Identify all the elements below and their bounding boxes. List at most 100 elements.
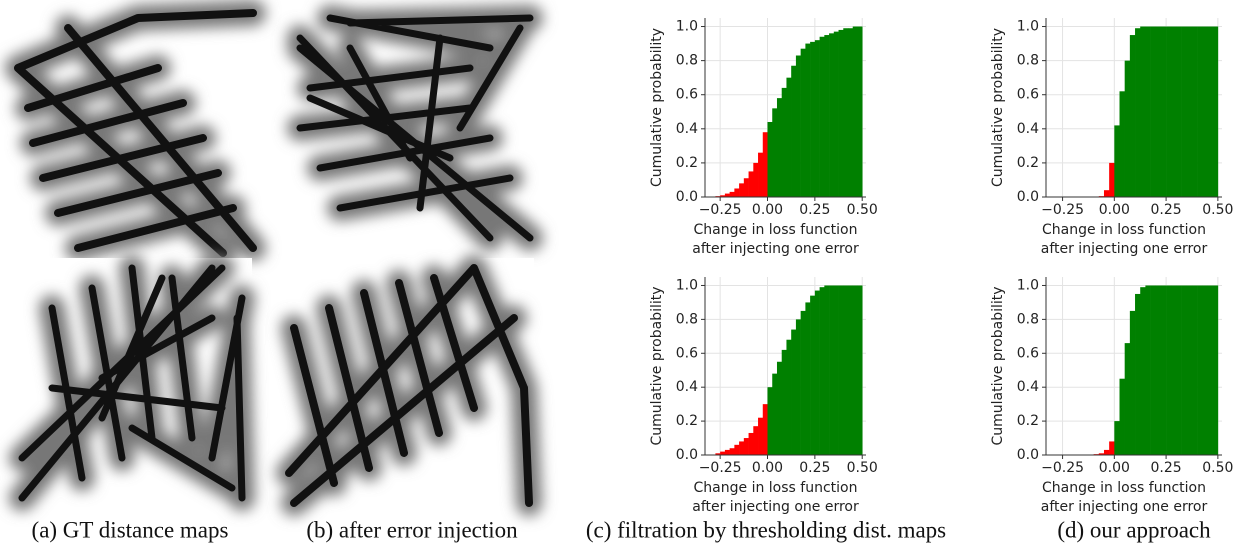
histogram-bar <box>1129 35 1136 197</box>
histogram-bar <box>1119 91 1125 197</box>
x-tick-label: −0.25 <box>699 460 742 476</box>
histogram-bar <box>795 55 801 197</box>
histogram-bar <box>1207 285 1213 455</box>
histogram-bar <box>800 48 806 197</box>
x-tick-label: 0.00 <box>1099 202 1130 218</box>
histogram-bar <box>734 444 740 455</box>
y-tick-label: 0.6 <box>1017 345 1039 361</box>
histogram-bar <box>791 65 797 197</box>
histogram-bar <box>1109 441 1115 455</box>
histogram-bar <box>1191 285 1198 455</box>
histogram-bar <box>1109 162 1115 197</box>
y-tick-label: 0.0 <box>1017 447 1039 463</box>
x-axis-label: after injecting one error <box>1041 241 1208 257</box>
x-tick-label: 0.25 <box>1151 460 1182 476</box>
histogram-bar <box>814 40 820 198</box>
histogram-bar <box>1155 285 1162 455</box>
x-axis-label: after injecting one error <box>1041 499 1208 515</box>
histogram-bar <box>720 195 726 197</box>
y-tick-label: 0.0 <box>1017 189 1039 205</box>
histogram-bar <box>1160 26 1167 198</box>
histogram-bar <box>819 287 825 455</box>
histogram-bar <box>748 432 754 455</box>
histogram-bar <box>1171 285 1177 455</box>
x-tick-label: −0.25 <box>1041 202 1084 218</box>
histogram-bar <box>743 178 749 197</box>
histogram-bar <box>852 26 858 198</box>
histogram-bar <box>724 193 730 197</box>
caption: (b) after error injection <box>306 517 518 542</box>
x-axis-label: Change in loss function <box>1042 222 1206 238</box>
y-tick-label: 0.4 <box>676 379 698 395</box>
histogram-bar <box>1145 26 1151 198</box>
histogram-bar <box>824 35 830 197</box>
histogram-bar <box>776 98 783 197</box>
histogram-bar <box>800 310 806 455</box>
histogram-bar <box>758 417 764 455</box>
histogram-bar <box>724 449 730 455</box>
histogram-bar <box>781 349 787 455</box>
histogram-bar <box>1176 26 1182 198</box>
y-tick-label: 0.8 <box>1017 311 1039 327</box>
histogram-bar <box>1140 287 1146 455</box>
histogram-bar <box>791 329 797 455</box>
histogram-bar <box>1140 26 1146 198</box>
x-axis-label: after injecting one error <box>692 499 859 515</box>
histogram-bar <box>1103 449 1110 455</box>
histogram-bar <box>805 43 811 198</box>
histogram-bar <box>1135 28 1141 197</box>
y-tick-label: 0.4 <box>1017 379 1039 395</box>
y-tick-label: 0.4 <box>676 121 698 137</box>
x-tick-label: −0.25 <box>699 202 742 218</box>
histogram-bar <box>1145 285 1151 455</box>
histogram-bar <box>1150 26 1157 198</box>
x-tick-label: 0.25 <box>799 202 830 218</box>
y-tick-label: 0.2 <box>1017 155 1039 171</box>
x-tick-label: −0.25 <box>1041 460 1084 476</box>
x-axis-label: Change in loss function <box>694 480 858 496</box>
histogram-bar <box>786 77 792 197</box>
histogram-bar <box>1150 285 1157 455</box>
histogram-bar <box>1186 285 1193 455</box>
histogram-bar <box>810 41 816 197</box>
histogram-bar <box>1181 285 1188 455</box>
histogram-bar <box>805 302 811 455</box>
histogram-bar <box>1176 285 1182 455</box>
y-tick-label: 0.4 <box>1017 121 1039 137</box>
histogram-bar <box>753 426 759 455</box>
distance-map <box>8 8 253 253</box>
histogram-bar <box>838 285 844 455</box>
x-tick-label: 0.00 <box>752 202 783 218</box>
histogram-bar <box>1098 453 1105 455</box>
histogram-bar <box>857 285 863 455</box>
x-tick-label: 0.00 <box>752 460 783 476</box>
histogram-bar <box>758 152 764 197</box>
histogram-bar <box>819 36 825 197</box>
histogram-bar <box>857 26 863 198</box>
histogram-bar <box>1212 26 1219 198</box>
histogram-bar <box>1197 285 1203 455</box>
y-tick-label: 0.0 <box>676 189 698 205</box>
y-tick-label: 1.0 <box>1017 19 1039 35</box>
histogram-bar <box>824 285 830 455</box>
x-axis-label: Change in loss function <box>694 222 858 238</box>
y-tick-label: 0.0 <box>676 447 698 463</box>
histogram-bar <box>1135 293 1141 455</box>
distance-map <box>7 258 252 503</box>
y-tick-label: 0.8 <box>676 311 698 327</box>
y-tick-label: 0.2 <box>676 155 698 171</box>
histogram-bar <box>852 285 858 455</box>
histogram-bar <box>1166 285 1172 455</box>
histogram-bar <box>1129 310 1136 455</box>
histogram-bar <box>1212 285 1219 455</box>
caption: (a) GT distance maps <box>32 517 229 542</box>
y-tick-label: 0.6 <box>1017 87 1039 103</box>
histogram-bar <box>729 191 735 197</box>
histogram-bar <box>848 28 854 197</box>
histogram-bar <box>781 87 787 197</box>
histogram-bar <box>814 290 820 455</box>
y-tick-label: 0.6 <box>676 345 698 361</box>
histogram-bar <box>715 453 721 455</box>
x-axis-label: after injecting one error <box>692 241 859 257</box>
